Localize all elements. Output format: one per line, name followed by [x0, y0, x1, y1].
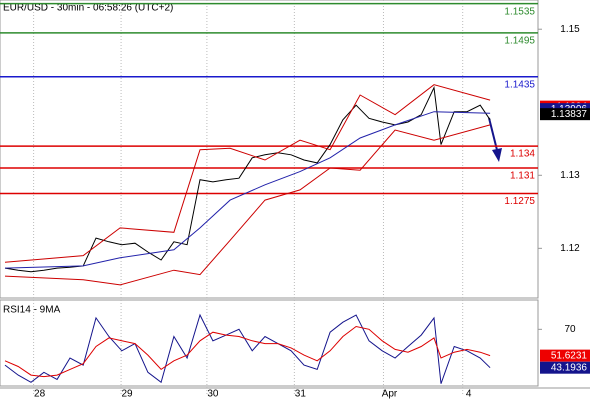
x-tick-label: 31 [295, 389, 307, 400]
price-box [540, 108, 590, 121]
series-line [4, 84, 491, 263]
y-tick-label: 1.13 [560, 170, 580, 181]
price-box [540, 361, 590, 374]
arrow-head [492, 148, 502, 162]
price-label: 43.1936 [551, 362, 588, 373]
level-label: 1.1275 [504, 196, 535, 207]
level-label: 1.1435 [504, 79, 535, 90]
price-panel [0, 0, 539, 299]
series-line [4, 313, 491, 384]
x-tick-label: 29 [122, 389, 134, 400]
x-tick-label: 4 [466, 389, 472, 400]
level-label: 1.1535 [504, 6, 535, 17]
level-label: 1.1495 [504, 36, 535, 47]
price-label: 51.6231 [551, 350, 588, 361]
x-tick-label: 30 [207, 389, 219, 400]
arrow [488, 117, 498, 151]
level-label: 1.131 [510, 171, 535, 182]
x-tick-label: 28 [34, 389, 46, 400]
y-tick-label: 70 [564, 324, 576, 335]
price-box [540, 349, 590, 362]
y-tick-label: 1.15 [560, 24, 580, 35]
chart-title: EUR/USD - 30min - 06:58:26 (UTC+2) [3, 3, 173, 14]
series-line [4, 111, 491, 269]
price-label: 1.13837 [551, 109, 588, 120]
x-tick-label: Apr [382, 389, 398, 400]
series-line [4, 124, 491, 286]
rsi-title: RSI14 - 9MA [3, 305, 61, 316]
level-label: 1.134 [510, 149, 535, 160]
series-line [4, 325, 491, 378]
y-tick-label: 1.12 [560, 243, 580, 254]
rsi-panel [0, 299, 539, 387]
